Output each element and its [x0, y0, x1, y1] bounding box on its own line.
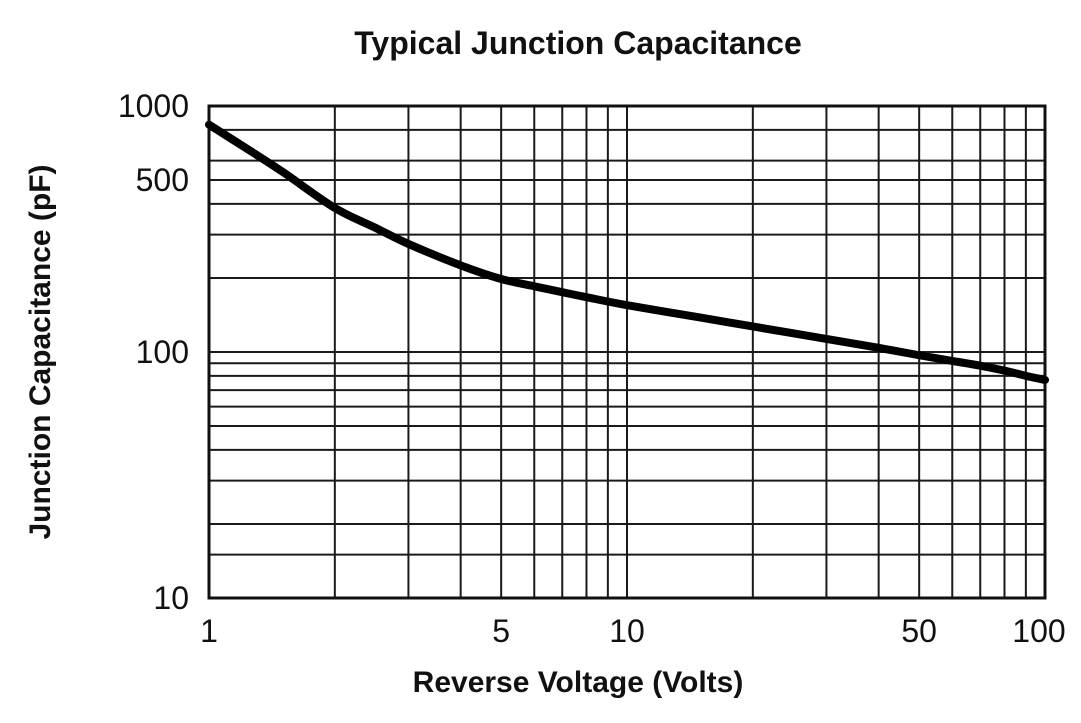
series-layer — [205, 120, 1049, 384]
x-tick-label: 50 — [901, 613, 937, 649]
x-axis-label: Reverse Voltage (Volts) — [413, 666, 744, 699]
y-axis-label: Junction Capacitance (pF) — [24, 164, 57, 539]
x-tick-label: 1 — [200, 613, 218, 649]
y-tick-label: 10 — [153, 580, 189, 616]
grid-layer — [208, 105, 1046, 599]
tick-layer: 1 5 10 50 100 10 100 500 1000 — [118, 88, 1066, 649]
chart-title: Typical Junction Capacitance — [354, 25, 802, 61]
x-tick-label: 5 — [492, 613, 510, 649]
series-line — [205, 120, 1049, 384]
plot-frame — [207, 104, 1047, 600]
y-tick-label: 100 — [136, 334, 189, 370]
y-tick-label: 500 — [136, 162, 189, 198]
x-tick-label: 100 — [1012, 613, 1065, 649]
y-tick-label: 1000 — [118, 88, 189, 124]
x-tick-label: 10 — [609, 613, 645, 649]
